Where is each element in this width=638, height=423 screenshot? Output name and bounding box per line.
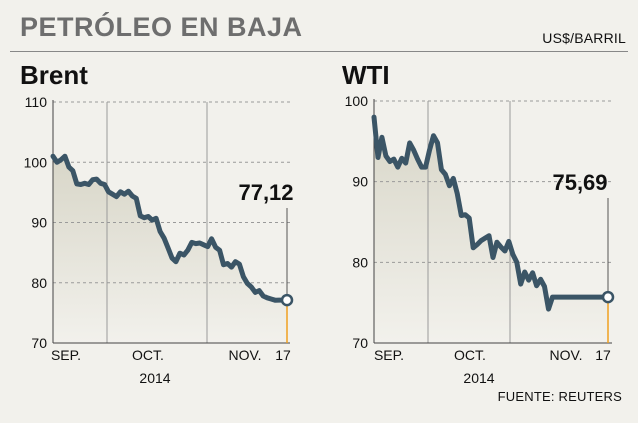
brent-y-tick-label: 110 [25,94,48,110]
source-label: FUENTE: REUTERS [497,389,622,404]
brent-callout-value: 77,12 [238,180,293,205]
wti-callout-value: 75,69 [552,170,607,195]
wti-chart-title: WTI [342,60,390,90]
page-title: PETRÓLEO EN BAJA [20,12,303,42]
brent-series-line [50,153,290,303]
brent-chart-title: Brent [20,60,88,90]
brent-x-tick-label: OCT. [132,347,164,363]
brent-x-tick-label: SEP. [51,347,81,363]
wti-x-tick-label: NOV. [550,347,583,363]
wti-last-point-marker [601,290,615,304]
unit-label: US$/BARRIL [542,30,626,46]
wti-area-fill [374,117,608,343]
wti-y-tick-label: 80 [352,254,368,270]
brent-x-year-label: 2014 [139,370,170,386]
brent-last-point-marker [280,293,294,307]
header-divider [10,51,628,52]
wti-series-line [371,114,611,312]
wti-y-tick-label: 70 [352,335,368,351]
wti-y-tick-label: 90 [352,174,368,190]
brent-chart: 70 80 90 100 110 SEP. OCT. NOV. 17 2014 77,12 [24,94,294,386]
wti-x-tick-label: OCT. [454,347,486,363]
brent-area-fill [53,156,287,343]
brent-y-tick-label: 70 [31,335,47,351]
wti-chart: 70 80 90 100 SEP. OCT. NOV. 17 2014 75,69 [345,93,615,386]
brent-y-tick-label: 100 [24,154,48,170]
brent-y-tick-label: 90 [31,215,47,231]
brent-y-tick-label: 80 [31,275,47,291]
brent-x-tick-label: 17 [275,347,291,363]
wti-y-tick-label: 100 [345,93,369,109]
wti-x-tick-label: 17 [595,347,611,363]
wti-x-tick-label: SEP. [374,347,404,363]
wti-x-year-label: 2014 [463,370,494,386]
brent-x-tick-label: NOV. [229,347,262,363]
